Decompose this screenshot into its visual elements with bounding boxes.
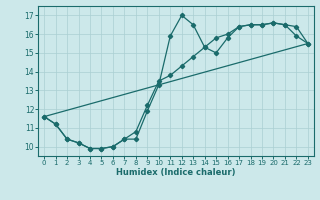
X-axis label: Humidex (Indice chaleur): Humidex (Indice chaleur) [116,168,236,177]
